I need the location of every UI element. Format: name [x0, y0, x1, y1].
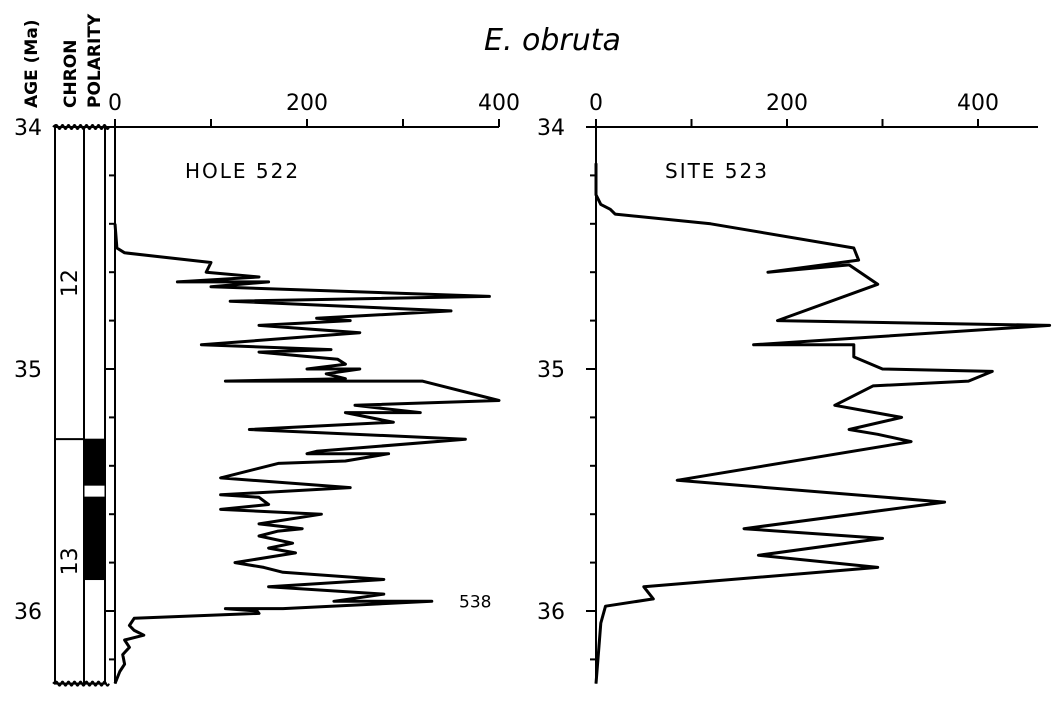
age-tick-label: 35: [14, 358, 42, 383]
normal-polarity-band: [83, 438, 106, 486]
hole-522-label: HOLE 522: [185, 159, 300, 183]
abundance-line: [594, 163, 1052, 684]
chron-label: 12: [58, 269, 83, 297]
polarity-column: [83, 126, 106, 685]
age-tick-label: 35: [537, 358, 565, 383]
age-tick-label: 34: [14, 116, 42, 141]
chron-polarity-columns: 12 13: [52, 124, 110, 687]
x-tick-label: 200: [286, 91, 328, 116]
site-523-panel: SITE 523 0 200 400 34 35 36: [537, 91, 1052, 684]
figure-title: E. obruta: [484, 23, 621, 58]
x-tick-label: 200: [766, 91, 808, 116]
chron-header: CHRON: [61, 40, 81, 108]
reversed-polarity-band: [83, 484, 106, 498]
normal-polarity-band: [83, 496, 106, 581]
age-tick-label: 34: [537, 116, 565, 141]
hole-522-panel: HOLE 522 0 200 400 538: [105, 91, 520, 685]
age-tick-label: 36: [14, 600, 42, 625]
polarity-header: POLARITY: [85, 13, 105, 108]
break-mark: [52, 124, 110, 130]
break-mark: [52, 680, 110, 687]
age-axis: 34 35 36: [14, 116, 42, 625]
annotation-538: 538: [459, 592, 491, 612]
abundance-line: [113, 223, 501, 685]
site-523-label: SITE 523: [665, 159, 769, 183]
x-tick-label: 400: [478, 91, 520, 116]
chron-label: 13: [58, 547, 83, 575]
chron-column: [54, 126, 85, 685]
x-tick-label: 0: [108, 91, 122, 116]
x-tick-label: 400: [957, 91, 999, 116]
x-tick-label: 0: [589, 91, 603, 116]
age-tick-label: 36: [537, 600, 565, 625]
age-axis-header: AGE (Ma): [22, 19, 42, 108]
